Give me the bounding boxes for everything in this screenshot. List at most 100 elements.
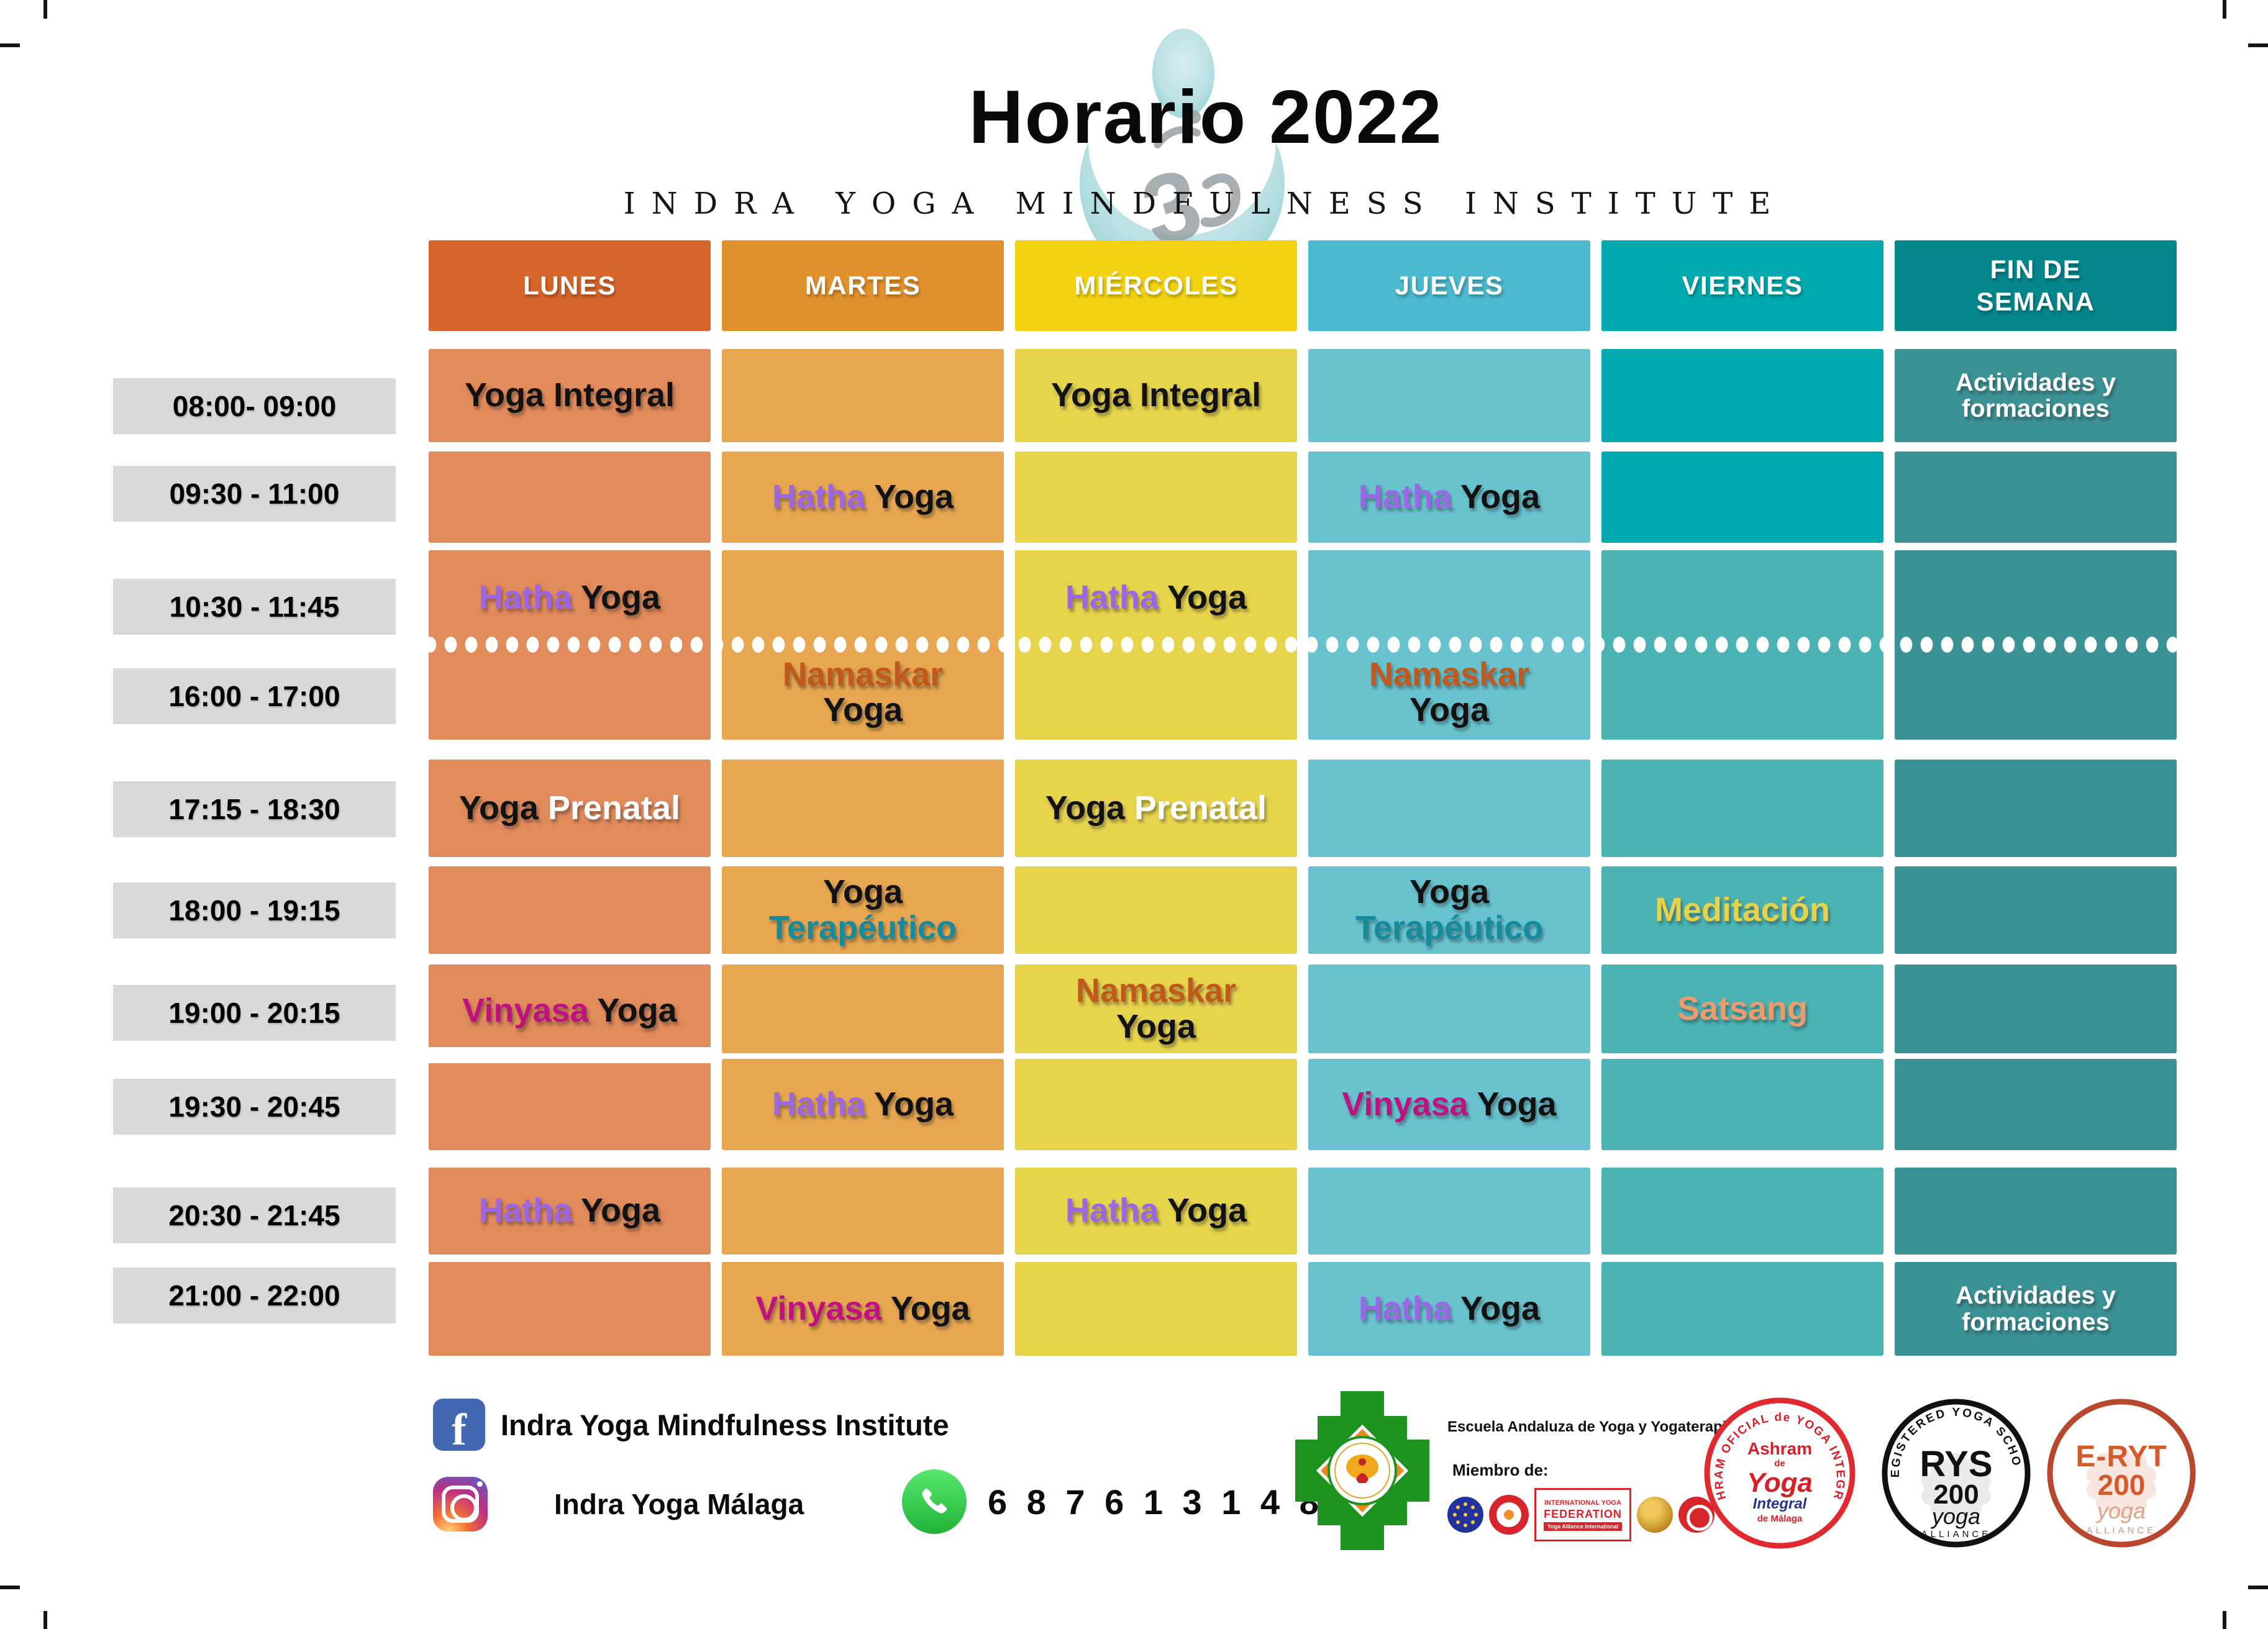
time-slot-9: 20:30 - 21:45 xyxy=(113,1187,396,1243)
schedule-cell: Yoga Prenatal xyxy=(429,760,711,857)
schedule-cell: Yoga Terapéutico xyxy=(722,866,1004,954)
escuela-andaluza-logo xyxy=(1295,1391,1429,1550)
cell-text-segment: Yoga xyxy=(597,992,677,1030)
eryt-line2: 200 xyxy=(2098,1469,2146,1501)
schedule-cell: Yoga Terapéutico xyxy=(1308,866,1590,954)
cell-text-segment: Yoga xyxy=(1477,1085,1557,1123)
iyf-line1: INTERNATIONAL YOGA xyxy=(1544,1499,1622,1507)
rys-lotus xyxy=(1921,1453,1992,1525)
schedule-cell xyxy=(1308,1168,1590,1255)
cell-text-segment: formaciones xyxy=(1962,1308,2110,1336)
cell-text-segment: Hatha xyxy=(772,478,875,515)
cell-text-segment: Yoga xyxy=(1167,578,1247,616)
schedule-cell xyxy=(1895,964,2177,1053)
eryt-lotus xyxy=(2086,1446,2157,1518)
eu-stars-logo xyxy=(1447,1497,1483,1533)
schedule-cell xyxy=(1895,451,2177,543)
schedule-cell: Actividades y formaciones xyxy=(1895,1262,2177,1356)
cell-text-segment: Vinyasa xyxy=(1342,1085,1477,1123)
ashram-line4: Integral xyxy=(1753,1495,1808,1512)
rys-line1: RYS xyxy=(1920,1444,1992,1484)
cell-text-segment: Yoga xyxy=(1167,1192,1247,1230)
schedule-cell xyxy=(1015,1262,1297,1356)
schedule-cell xyxy=(722,349,1004,442)
cell-text-segment: Namaskar xyxy=(1075,972,1237,1010)
cell-text-segment: Prenatal xyxy=(547,789,681,827)
cell-text-segment: Actividades y xyxy=(1956,368,2116,396)
cell-text-segment: Meditación xyxy=(1654,891,1831,928)
schedule-cell xyxy=(1895,1059,2177,1150)
schedule-cell xyxy=(429,1262,711,1356)
eryt-line1: E-RYT xyxy=(2075,1440,2167,1473)
schedule-cell: Actividades y formaciones xyxy=(1895,349,2177,442)
ashram-line1: Ashram xyxy=(1747,1439,1812,1458)
cell-text-segment: Yoga xyxy=(458,789,548,827)
schedule-cell xyxy=(1601,1168,1883,1255)
schedule-cell xyxy=(1015,451,1297,543)
schedule-cell: Vinyasa Yoga xyxy=(722,1262,1004,1356)
schedule-cell xyxy=(1308,349,1590,442)
crop-mark-bottom-left-h xyxy=(0,1586,20,1589)
dotted-divider-line xyxy=(420,636,2177,653)
schedule-cell: Hatha Yoga xyxy=(1015,1168,1297,1255)
ashram-line2: de xyxy=(1774,1458,1785,1469)
cell-text-segment: Terapéutico xyxy=(1355,909,1544,946)
day-header-1: LUNES xyxy=(429,240,711,331)
schedule-cell: Hatha Yoga xyxy=(722,451,1004,543)
cell-text-segment: Hatha xyxy=(1358,1289,1461,1327)
schedule-cell xyxy=(1015,1059,1297,1150)
member-logos: INTERNATIONAL YOGA FEDERATION Yoga Allia… xyxy=(1447,1488,1715,1541)
crop-mark-top-left-v xyxy=(43,0,47,19)
rys-line4: ALLIANCE xyxy=(1921,1529,1992,1540)
schedule-cell xyxy=(1895,760,2177,857)
cell-text-segment: Yoga xyxy=(822,873,903,911)
time-slot-5: 17:15 - 18:30 xyxy=(113,781,396,837)
whatsapp-number: 6 8 7 6 1 3 1 4 8 xyxy=(988,1482,1324,1522)
schedule-cell xyxy=(722,964,1004,1053)
rys-200-badge: REGISTERED YOGA SCHOOL RYS 200 yoga ALLI… xyxy=(1879,1395,2031,1548)
ashram-badge: ASHRAM OFICIAL de YOGA INTEGRAL Ashram d… xyxy=(1702,1395,1856,1549)
schedule-cell: Hatha Yoga xyxy=(722,1059,1004,1150)
day-header-2: MARTES xyxy=(722,240,1004,331)
schedule-cell xyxy=(1895,1168,2177,1255)
page-title: Horario 2022 xyxy=(968,75,1443,159)
gold-seal-logo xyxy=(1637,1497,1673,1533)
rys-line2: 200 xyxy=(1933,1479,1979,1510)
schedule-cell xyxy=(722,1168,1004,1255)
cell-text-segment: Vinyasa xyxy=(462,992,598,1030)
cell-text-segment: Terapéutico xyxy=(768,909,957,946)
iyf-federation-box: INTERNATIONAL YOGA FEDERATION Yoga Allia… xyxy=(1534,1488,1631,1541)
cell-text-segment: Satsang xyxy=(1677,989,1808,1027)
schedule-cell: Satsang xyxy=(1601,964,1883,1053)
crop-mark-top-right-h xyxy=(2248,43,2268,47)
cell-text-segment: Actividades y xyxy=(1956,1282,2116,1310)
day-header-3: MIÉRCOLES xyxy=(1015,240,1297,331)
cell-text-segment: Yoga xyxy=(874,478,954,515)
ashram-line3: Yoga xyxy=(1747,1468,1813,1498)
cell-text-segment: Prenatal xyxy=(1134,789,1267,827)
cell-text-segment: Yoga xyxy=(581,578,661,616)
instagram-lens xyxy=(450,1494,478,1522)
white-divider-line xyxy=(416,1047,719,1063)
cell-text-segment: Namaskar xyxy=(1369,655,1530,693)
instagram-icon xyxy=(433,1477,488,1531)
schedule-cell xyxy=(722,760,1004,857)
moon-graphic: 3 xyxy=(1080,29,1285,286)
cell-text-segment: Yoga xyxy=(1409,691,1489,728)
schedule-cell xyxy=(1601,1059,1883,1150)
day-header-5: VIERNES xyxy=(1601,240,1883,331)
schedule-cell: Hatha Yoga xyxy=(1308,1262,1590,1356)
eryt-200-badge: E-RYT 200 yoga ALLIANCE xyxy=(2047,1399,2196,1548)
crop-mark-bottom-right-h xyxy=(2248,1586,2268,1589)
rys-line3: yoga xyxy=(1930,1504,1980,1529)
schedule-cell xyxy=(1308,964,1590,1053)
eryt-line4: ALLIANCE xyxy=(2087,1525,2157,1536)
day-header-6: FIN DE SEMANA xyxy=(1895,240,2177,331)
iyf-seal-logo xyxy=(1489,1495,1529,1535)
crop-mark-bottom-left-v xyxy=(43,1611,47,1629)
instagram-label: Indra Yoga Málaga xyxy=(554,1488,804,1520)
time-slot-4: 16:00 - 17:00 xyxy=(113,668,396,724)
schedule-cell xyxy=(429,866,711,954)
schedule-cell xyxy=(1601,451,1883,543)
